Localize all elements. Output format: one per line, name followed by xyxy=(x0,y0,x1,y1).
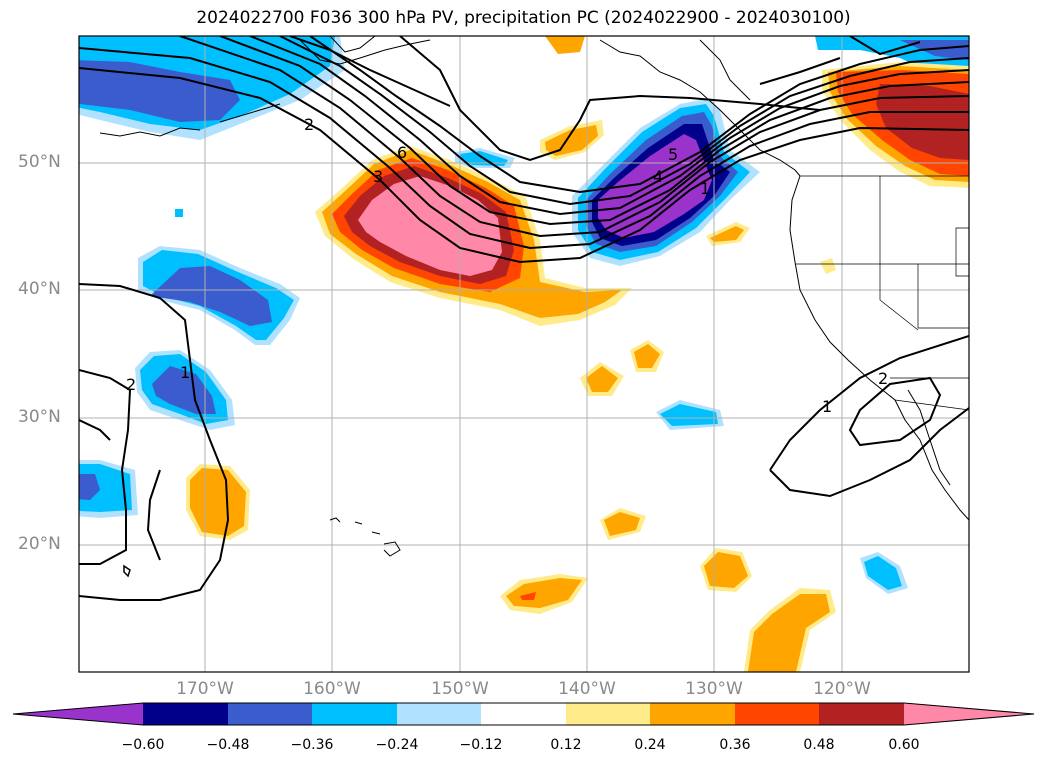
small-contour-bits xyxy=(123,564,131,578)
contour-labels: 2 6 3 5 4 1 2 1 1 2 xyxy=(126,115,888,416)
colorbar-segment xyxy=(650,703,735,725)
colorbar-segment xyxy=(228,703,312,725)
lat-label: 50°N xyxy=(18,152,61,172)
contour-label: 1 xyxy=(822,397,832,416)
lon-label: 130°W xyxy=(685,679,743,699)
lon-label: 160°W xyxy=(303,679,361,699)
contour-label: 1 xyxy=(180,363,190,382)
lon-label: 150°W xyxy=(431,679,489,699)
colorbar-label: 0.24 xyxy=(634,737,666,753)
contour-label: 2 xyxy=(304,115,314,134)
colorbar-segment xyxy=(481,703,566,725)
islands xyxy=(329,517,401,557)
colorbar-segment xyxy=(819,703,904,725)
colorbar-label: 0.36 xyxy=(719,737,751,753)
colorbar-extend-right xyxy=(904,703,1034,725)
colorbar-segment xyxy=(312,703,397,725)
colorbar-label: −0.24 xyxy=(375,737,419,753)
colorbar-extend-left xyxy=(13,703,143,725)
colorbar-label: 0.60 xyxy=(888,737,920,753)
lon-label: 170°W xyxy=(176,679,234,699)
contour-label: 1 xyxy=(700,179,710,198)
colorbar-segment xyxy=(143,703,228,725)
lat-label: 40°N xyxy=(18,279,61,299)
lon-label: 120°W xyxy=(813,679,871,699)
contour-label: 2 xyxy=(126,375,136,394)
colorbar-segment xyxy=(735,703,819,725)
colorbar-label: −0.60 xyxy=(121,737,165,753)
contour-label: 2 xyxy=(878,369,888,388)
precipitation-fill xyxy=(79,36,969,672)
colorbar-segment xyxy=(397,703,481,725)
contour-label: 3 xyxy=(373,167,383,186)
colorbar-label: −0.48 xyxy=(206,737,250,753)
contour-label: 5 xyxy=(668,145,678,164)
colorbar-segment xyxy=(566,703,650,725)
colorbar-label: −0.36 xyxy=(290,737,334,753)
pv-contours xyxy=(79,36,969,601)
colorbar xyxy=(12,702,1035,726)
contour-label: 4 xyxy=(653,167,663,186)
colorbar-label: 0.12 xyxy=(550,737,582,753)
state-borders xyxy=(796,175,969,411)
lat-label: 30°N xyxy=(18,407,61,427)
map-title: 2024022700 F036 300 hPa PV, precipitatio… xyxy=(196,8,851,28)
colorbar-label: −0.12 xyxy=(459,737,503,753)
lon-label: 140°W xyxy=(558,679,616,699)
contour-label: 6 xyxy=(397,143,407,162)
lat-label: 20°N xyxy=(18,534,61,554)
colorbar-label: 0.48 xyxy=(803,737,835,753)
plot-frame xyxy=(78,35,970,673)
